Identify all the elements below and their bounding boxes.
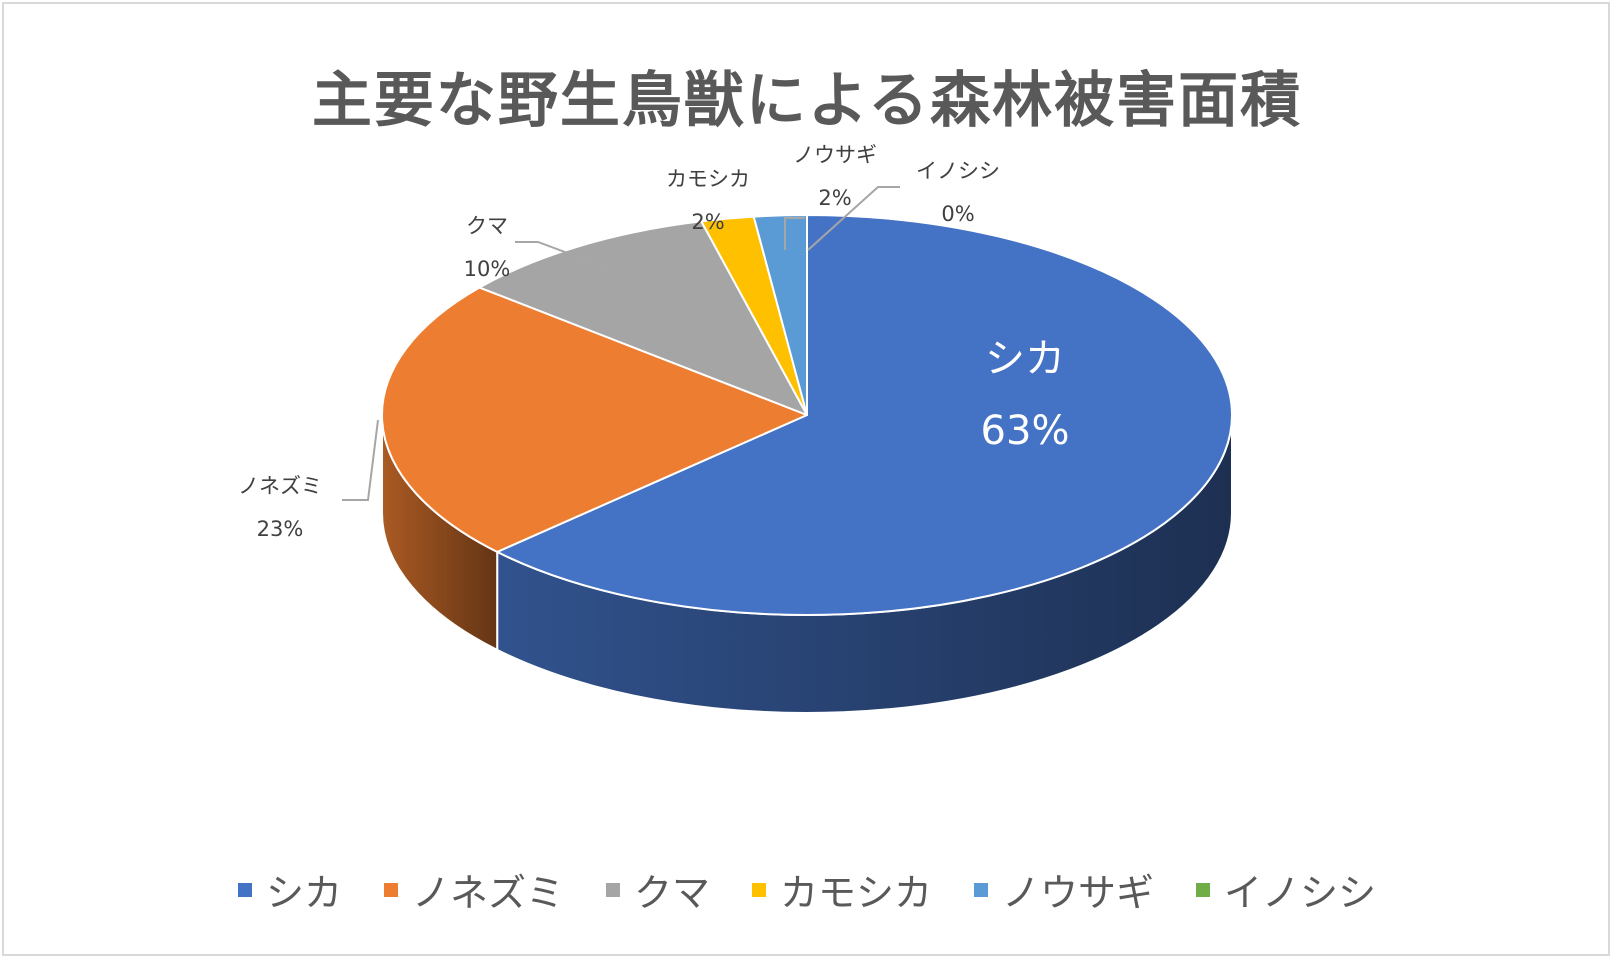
data-label-category-1: ノネズミ bbox=[238, 474, 322, 498]
legend-swatch-4 bbox=[974, 882, 989, 897]
legend-swatch-3 bbox=[752, 882, 766, 897]
data-label-category-0: シカ bbox=[985, 336, 1065, 382]
legend-label-3: カモシカ bbox=[780, 871, 933, 915]
leader-line-4 bbox=[784, 217, 805, 250]
legend-item-2: クマ bbox=[605, 862, 710, 917]
legend-label-0: シカ bbox=[265, 871, 342, 915]
legend-item-3: カモシカ bbox=[752, 862, 932, 917]
leader-line-2 bbox=[515, 241, 614, 271]
data-label-category-5: イノシシ bbox=[916, 159, 1000, 183]
legend-label-5: イノシシ bbox=[1224, 871, 1377, 915]
leader-line-5 bbox=[807, 186, 900, 251]
legend-item-4: ノウサギ bbox=[974, 862, 1154, 917]
legend-label-4: ノウサギ bbox=[1002, 871, 1155, 915]
pie-slice-0 bbox=[496, 214, 1233, 616]
data-label-value-4: 2% bbox=[818, 186, 851, 210]
leader-line-1 bbox=[342, 419, 379, 501]
legend-item-5: イノシシ bbox=[1196, 862, 1376, 917]
data-label-value-5: 0% bbox=[941, 202, 974, 226]
chart-title: 主要な野生鳥獣による森林被害面積 bbox=[311, 66, 1303, 136]
data-label-category-3: カモシカ bbox=[666, 167, 750, 191]
legend-swatch-0 bbox=[237, 882, 252, 897]
legend-swatch-5 bbox=[1196, 882, 1211, 897]
data-label-value-1: 23% bbox=[257, 517, 304, 541]
legend-swatch-1 bbox=[383, 882, 398, 897]
legend-label-1: ノネズミ bbox=[411, 871, 564, 915]
data-label-category-4: ノウサギ bbox=[793, 143, 877, 167]
pie-slice-4 bbox=[752, 214, 808, 416]
pie-slice-2 bbox=[478, 220, 808, 416]
data-label-category-2: クマ bbox=[466, 214, 508, 238]
data-label-value-2: 10% bbox=[464, 257, 511, 281]
data-label-value-3: 2% bbox=[691, 210, 724, 234]
pie-slice-1 bbox=[381, 286, 808, 553]
legend-label-2: クマ bbox=[633, 871, 710, 915]
legend-swatch-2 bbox=[605, 882, 620, 897]
legend-item-0: シカ bbox=[237, 862, 342, 917]
legend: シカ ノネズミ クマ カモシカ ノウサギ イノシシ bbox=[0, 862, 1614, 917]
data-label-value-0: 63% bbox=[981, 408, 1070, 454]
legend-item-1: ノネズミ bbox=[383, 862, 564, 917]
